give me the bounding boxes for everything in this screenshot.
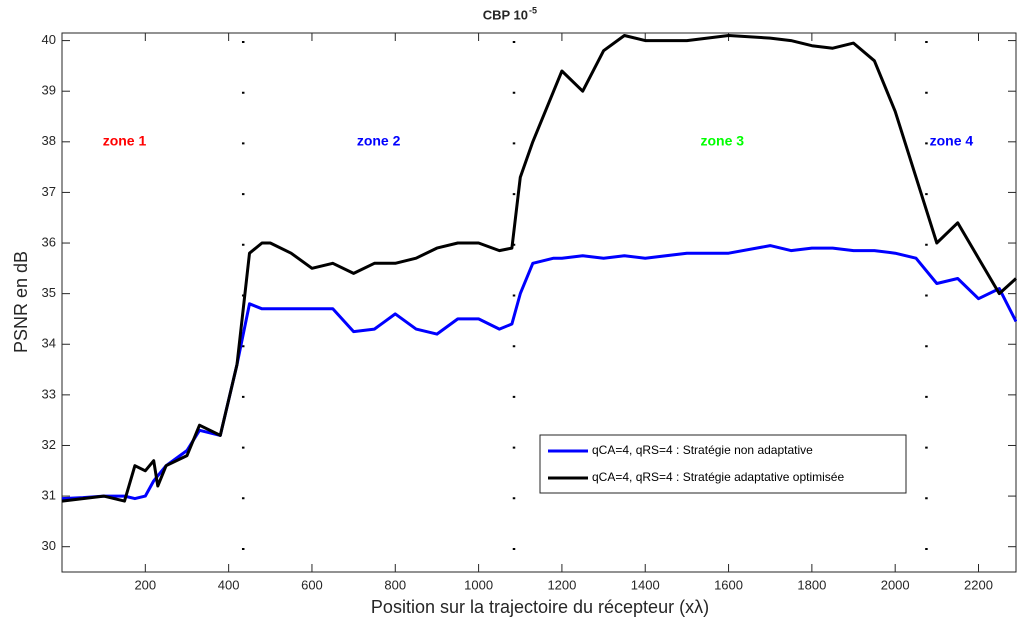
y-tick-label: 37 (42, 184, 56, 199)
series-line (61, 244, 1017, 501)
series-line (61, 34, 1017, 503)
x-tick-label: 2200 (964, 577, 993, 592)
zone-label: zone 4 (930, 133, 974, 149)
x-tick-label: 1200 (547, 577, 576, 592)
x-axis-label: Position sur la trajectoire du récepteur… (371, 597, 709, 617)
legend-label: qCA=4, qRS=4 : Stratégie non adaptative (592, 443, 813, 457)
y-tick-label: 38 (42, 133, 56, 148)
chart-title-exponent: -5 (529, 5, 537, 15)
x-tick-label: 1600 (714, 577, 743, 592)
chart-title: CBP 10 (483, 7, 528, 22)
y-tick-label: 36 (42, 234, 56, 249)
zone-label: zone 1 (103, 133, 147, 149)
x-tick-label: 1800 (797, 577, 826, 592)
y-tick-label: 33 (42, 386, 56, 401)
x-tick-label: 400 (218, 577, 240, 592)
x-tick-label: 1000 (464, 577, 493, 592)
y-tick-label: 39 (42, 83, 56, 98)
x-tick-label: 2000 (881, 577, 910, 592)
y-tick-label: 32 (42, 437, 56, 452)
y-tick-label: 30 (42, 538, 56, 553)
x-tick-label: 200 (134, 577, 156, 592)
y-tick-label: 35 (42, 285, 56, 300)
y-axis-label: PSNR en dB (11, 251, 31, 353)
y-tick-label: 31 (42, 488, 56, 503)
x-tick-label: 800 (384, 577, 406, 592)
legend-box (539, 434, 907, 494)
x-tick-label: 1400 (631, 577, 660, 592)
y-tick-label: 34 (42, 336, 56, 351)
legend-label: qCA=4, qRS=4 : Stratégie adaptative opti… (592, 470, 844, 484)
zone-label: zone 3 (701, 133, 745, 149)
zone-label: zone 2 (357, 133, 401, 149)
x-tick-label: 600 (301, 577, 323, 592)
y-tick-label: 40 (42, 32, 56, 47)
